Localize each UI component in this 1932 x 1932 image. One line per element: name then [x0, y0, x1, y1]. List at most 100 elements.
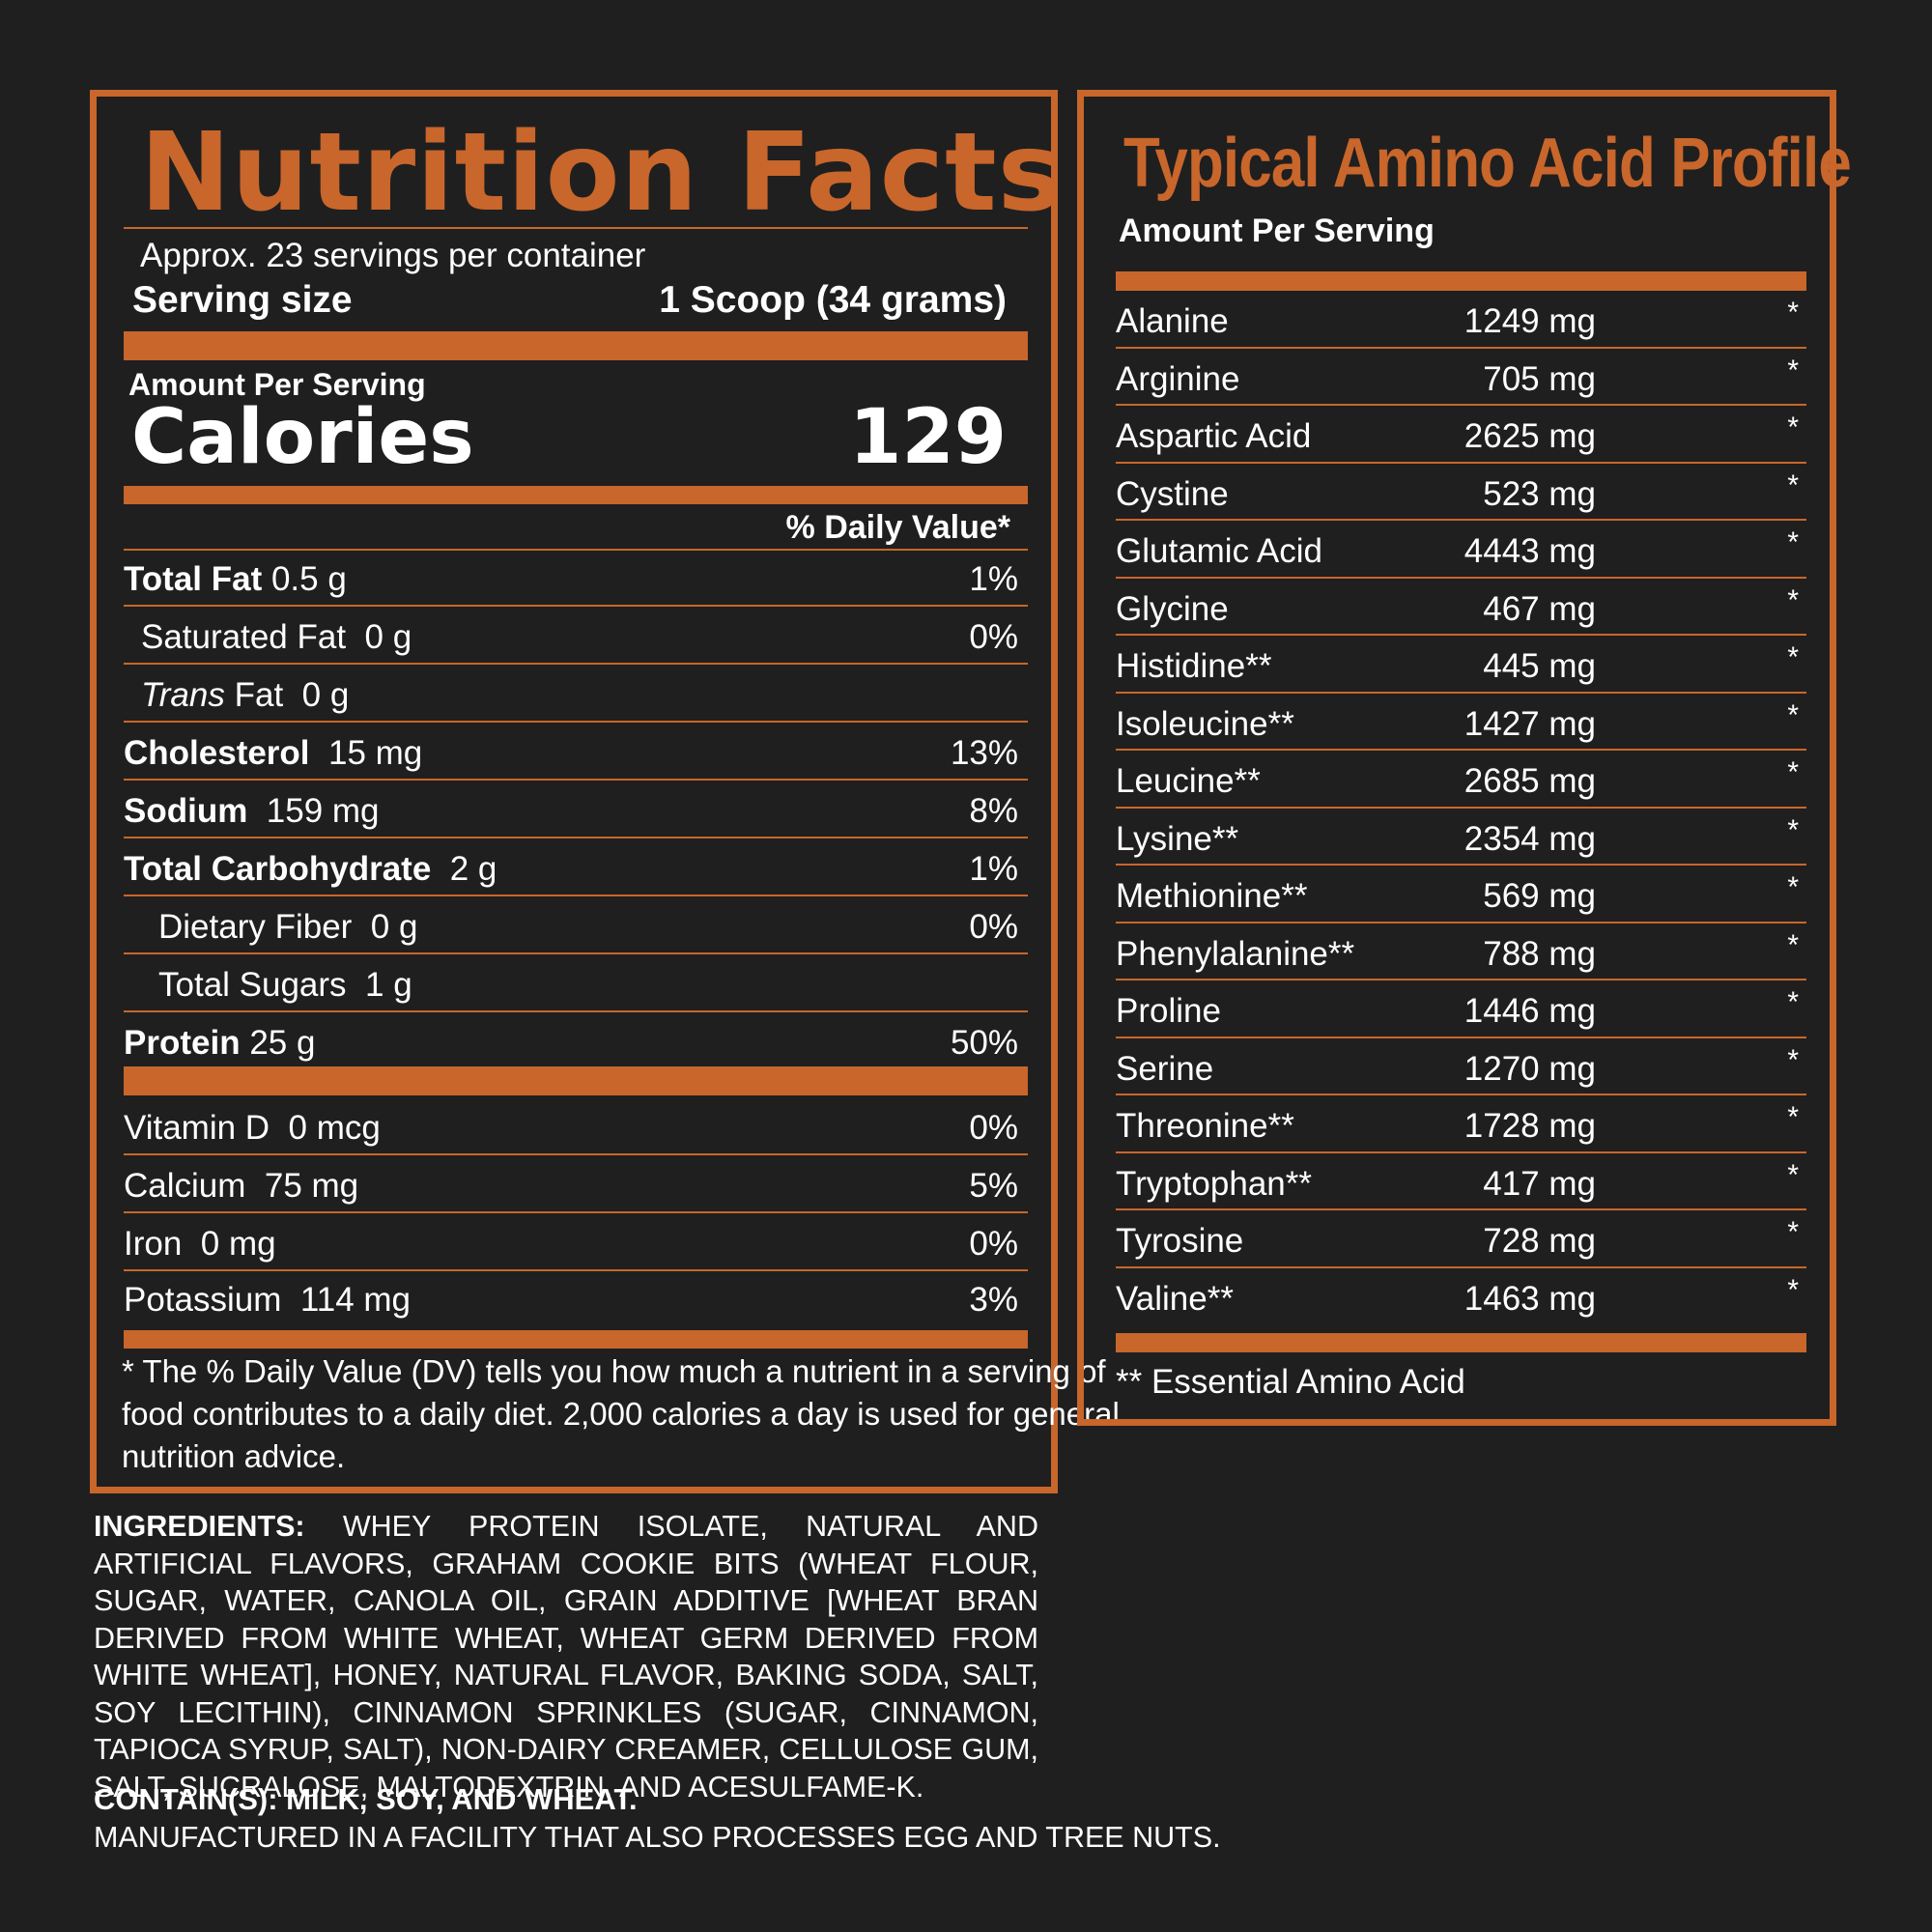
vitamin-amount: 0 mcg	[288, 1109, 381, 1147]
ingredients-label: INGREDIENTS:	[94, 1510, 305, 1543]
amino-acid-amount: 1270 mg	[1463, 1049, 1596, 1088]
nutrient-dv: 13%	[950, 734, 1018, 772]
nutrient-name: Total Carbohydrate	[124, 850, 432, 888]
amino-acid-amount: 2354 mg	[1463, 819, 1596, 858]
amino-acid-panel: Typical Amino Acid Profile Amount Per Se…	[1077, 90, 1852, 1426]
nutrient-name: Saturated Fat	[141, 618, 347, 656]
thick-divider	[124, 486, 1028, 504]
calories-label: Calories	[131, 394, 474, 481]
amino-amount-per-serving: Amount Per Serving	[1119, 213, 1435, 249]
amino-acid-dv: *	[1787, 641, 1799, 673]
amino-acid-dv: *	[1787, 871, 1799, 903]
amino-acid-amount: 728 mg	[1483, 1222, 1596, 1260]
amino-acid-name: Serine	[1116, 1049, 1214, 1088]
nutrient-name: Total Sugars	[158, 966, 347, 1004]
vitamin-dv: 0%	[969, 1109, 1018, 1147]
footnote-line: nutrition advice.	[122, 1438, 346, 1474]
nutrient-row-cholesterol: Cholesterol 15 mg 13%	[124, 724, 1028, 781]
nutrient-name: Total Fat	[124, 560, 263, 598]
amino-acid-name: Glycine	[1116, 589, 1229, 628]
vitamin-row-iron: Iron 0 mg 0%	[124, 1213, 1028, 1271]
amino-acid-amount: 788 mg	[1483, 934, 1596, 973]
nutrient-name-italic: Trans	[141, 676, 225, 714]
amino-acid-dv: *	[1787, 986, 1799, 1018]
amino-acid-dv: *	[1787, 412, 1799, 443]
amino-acid-amount: 1249 mg	[1463, 302, 1596, 340]
amino-acid-row: Methionine** 569 mg *	[1116, 866, 1806, 923]
vitamin-row-calcium: Calcium 75 mg 5%	[124, 1155, 1028, 1213]
thick-divider	[124, 1066, 1028, 1095]
ingredients-text: WHEY PROTEIN ISOLATE, NATURAL AND ARTIFI…	[94, 1510, 1038, 1804]
amino-acid-amount: 705 mg	[1483, 359, 1596, 398]
nutrient-amount: 15 mg	[328, 734, 423, 772]
nutrient-row-saturated-fat: Saturated Fat 0 g 0%	[124, 609, 1028, 665]
amino-acid-row: Alanine 1249 mg *	[1116, 291, 1806, 349]
vitamin-dv: 3%	[969, 1281, 1018, 1319]
calories-value: 129	[849, 394, 1007, 481]
amino-acid-name: Methionine**	[1116, 877, 1308, 915]
nutrient-name: Protein	[124, 1024, 241, 1062]
nutrient-name: Dietary Fiber	[158, 908, 353, 946]
nutrient-amount: 0 g	[364, 618, 412, 656]
amino-acid-row: Histidine** 445 mg *	[1116, 636, 1806, 694]
vitamin-dv: 5%	[969, 1167, 1018, 1205]
nutrient-amount: 159 mg	[266, 792, 380, 830]
nutrient-row-trans-fat: Trans Fat 0 g	[124, 667, 1028, 723]
nutrient-row-total-fat: Total Fat 0.5 g 1%	[124, 551, 1028, 607]
amino-acid-name: Tyrosine	[1116, 1222, 1244, 1260]
vitamin-name: Potassium	[124, 1281, 282, 1319]
thick-divider	[1116, 271, 1806, 291]
amino-acid-dv: *	[1787, 469, 1799, 501]
nutrient-name: Fat	[234, 676, 284, 714]
amino-acid-amount: 417 mg	[1483, 1164, 1596, 1203]
amino-acid-dv: *	[1787, 756, 1799, 788]
amino-acid-amount: 4443 mg	[1463, 532, 1596, 570]
amino-acid-row: Isoleucine** 1427 mg *	[1116, 694, 1806, 751]
nutrient-dv: 1%	[969, 560, 1018, 598]
thick-divider	[124, 331, 1028, 360]
amino-acid-name: Leucine**	[1116, 762, 1261, 800]
amino-acid-dv: *	[1787, 1216, 1799, 1248]
amino-acid-row: Arginine 705 mg *	[1116, 349, 1806, 406]
facility-statement: MANUFACTURED IN A FACILITY THAT ALSO PRO…	[94, 1821, 1221, 1854]
nutrient-dv: 0%	[969, 908, 1018, 946]
amino-acid-name: Lysine**	[1116, 819, 1239, 858]
amino-acid-amount: 2685 mg	[1463, 762, 1596, 800]
amino-acid-dv: *	[1787, 1101, 1799, 1133]
nutrient-dv: 8%	[969, 792, 1018, 830]
nutrient-amount: 1 g	[365, 966, 412, 1004]
serving-size-value: 1 Scoop (34 grams)	[659, 279, 1007, 321]
amino-acid-name: Valine**	[1116, 1279, 1234, 1318]
vitamin-name: Calcium	[124, 1167, 246, 1205]
nutrient-row-protein: Protein 25 g 50%	[124, 1014, 1028, 1070]
amino-acid-dv: *	[1787, 297, 1799, 328]
amino-acid-dv: *	[1787, 354, 1799, 386]
amount-per-serving: Amount Per Serving	[128, 367, 426, 402]
amino-acid-name: Aspartic Acid	[1116, 417, 1312, 455]
nutrient-row-dietary-fiber: Dietary Fiber 0 g 0%	[124, 898, 1028, 954]
divider	[124, 549, 1028, 551]
amino-acid-amount: 1446 mg	[1463, 992, 1596, 1030]
amino-acid-dv: *	[1787, 698, 1799, 731]
amino-acid-amount: 445 mg	[1483, 647, 1596, 685]
nutrient-name: Sodium	[124, 792, 248, 830]
nutrient-row-total-carbohydrate: Total Carbohydrate 2 g 1%	[124, 840, 1028, 896]
nutrient-amount: 0.5 g	[270, 560, 347, 598]
amino-acid-dv: *	[1787, 1043, 1799, 1076]
amino-acid-dv: *	[1787, 1158, 1799, 1191]
amino-acid-row: Tryptophan** 417 mg *	[1116, 1153, 1806, 1210]
amino-acid-row: Proline 1446 mg *	[1116, 980, 1806, 1038]
amino-acid-row: Aspartic Acid 2625 mg *	[1116, 406, 1806, 464]
nutrient-amount: 0 g	[301, 676, 350, 714]
amino-acid-row: Leucine** 2685 mg *	[1116, 751, 1806, 809]
amino-acid-amount: 2625 mg	[1463, 417, 1596, 455]
amino-acid-name: Isoleucine**	[1116, 704, 1294, 743]
amino-acid-amount: 569 mg	[1483, 877, 1596, 915]
nutrition-facts-title: Nutrition Facts	[140, 110, 1064, 236]
nutrient-amount: 0 g	[370, 908, 418, 946]
amino-acid-name: Cystine	[1116, 474, 1229, 513]
amino-acid-amount: 523 mg	[1483, 474, 1596, 513]
serving-size-label: Serving size	[132, 279, 353, 321]
nutrition-facts-panel: Nutrition Facts Approx. 23 servings per …	[90, 90, 1120, 1493]
amino-acid-name: Proline	[1116, 992, 1221, 1030]
